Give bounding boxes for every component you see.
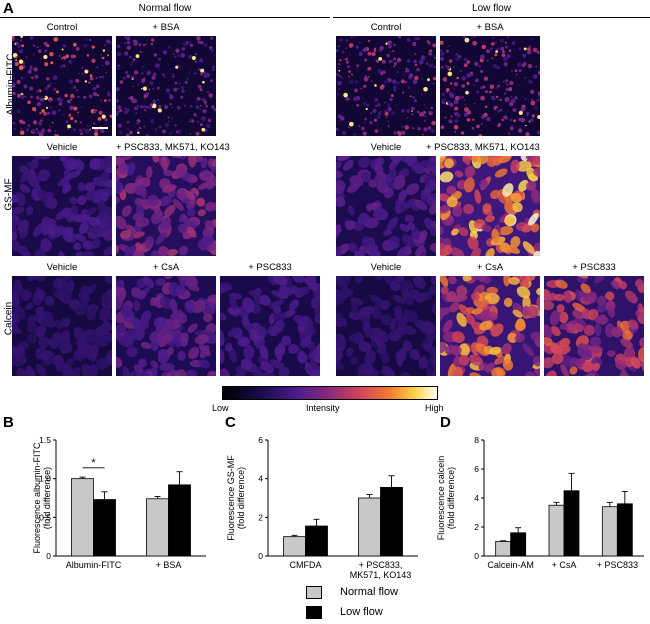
y-tick-label: 2 xyxy=(474,522,479,532)
x-tick-label: + CsA xyxy=(552,560,577,570)
cond-r1-n1: Control xyxy=(46,22,78,33)
cond-r3-n3: + PSC833 xyxy=(248,262,292,273)
legend-label-low: Low flow xyxy=(340,606,383,618)
cond-r1-l2: + BSA xyxy=(476,22,504,33)
scale-bar xyxy=(92,127,108,129)
bar-low xyxy=(616,503,633,557)
y-axis-label: Fluorescence calcein xyxy=(436,456,446,541)
x-tick-label: + PSC833, xyxy=(359,560,403,570)
y-axis-label-units: (fold difference) xyxy=(446,467,456,529)
bar-normal xyxy=(146,498,169,557)
y-axis-label-units: (fold difference) xyxy=(236,467,246,529)
x-tick-label: MK571, KO143 xyxy=(350,570,412,580)
micrograph-calcein-low-csa xyxy=(440,276,540,376)
y-tick-label: 1.5 xyxy=(39,435,51,445)
panel-label-a: A xyxy=(3,0,14,17)
significance-star: * xyxy=(91,457,96,469)
y-tick-label: 0.5 xyxy=(39,512,51,522)
cond-r3-n1: Vehicle xyxy=(46,262,78,273)
micrograph-albumin-normal-control xyxy=(12,36,112,136)
micrograph-albumin-low-bsa xyxy=(440,36,540,136)
y-tick-label: 6 xyxy=(258,435,263,445)
normal-flow-underline xyxy=(0,17,330,18)
bar-low xyxy=(380,486,403,557)
chart-d: 0 2 4 6 8 Fluorescence calcein (fold differenc… xyxy=(436,435,644,570)
micrograph-gsmf-low-inhibitors xyxy=(440,156,540,256)
y-axis-label: Fluorescence GS-MF xyxy=(226,455,236,541)
bar-low xyxy=(305,525,328,557)
micrograph-albumin-normal-bsa xyxy=(116,36,216,136)
bar-normal xyxy=(358,497,381,557)
micrograph-calcein-low-psc833 xyxy=(544,276,644,376)
cond-r2-l2: + PSC833, MK571, KO143 xyxy=(426,142,540,153)
low-flow-header: Low flow xyxy=(472,3,511,14)
bar-normal xyxy=(71,478,94,557)
bar-low xyxy=(510,532,527,557)
x-tick-label: CMFDA xyxy=(290,560,322,570)
legend-swatch-normal xyxy=(306,586,322,599)
bar-normal xyxy=(548,504,565,557)
cond-r2-l1: Vehicle xyxy=(370,142,402,153)
micrograph-albumin-low-control xyxy=(336,36,436,136)
cond-r3-n2: + CsA xyxy=(152,262,180,273)
y-tick-label: 1.0 xyxy=(39,474,51,484)
x-tick-label: + PSC833 xyxy=(597,560,638,570)
x-tick-label: Albumin-FITC xyxy=(66,560,122,570)
cond-r2-n1: Vehicle xyxy=(46,142,78,153)
micrograph-gsmf-normal-inhibitors xyxy=(116,156,216,256)
low-flow-underline xyxy=(333,17,650,18)
y-tick-label: 0 xyxy=(46,551,51,561)
y-tick-label: 8 xyxy=(474,435,479,445)
cond-r2-n2: + PSC833, MK571, KO143 xyxy=(116,142,230,153)
normal-flow-header: Normal flow xyxy=(138,3,192,14)
panel-label-d: D xyxy=(440,414,451,431)
y-axis-label: Fluorescence albumin-FITC xyxy=(32,442,42,554)
micrograph-calcein-low-vehicle xyxy=(336,276,436,376)
cond-r3-l2: + CsA xyxy=(476,262,504,273)
bar-low xyxy=(563,490,580,557)
micrograph-gsmf-low-vehicle xyxy=(336,156,436,256)
cond-r1-l1: Control xyxy=(370,22,402,33)
y-tick-label: 0 xyxy=(258,551,263,561)
micrograph-gsmf-normal-vehicle xyxy=(12,156,112,256)
bar-normal xyxy=(495,541,512,557)
bar-low xyxy=(93,499,116,557)
x-tick-label: + BSA xyxy=(156,560,182,570)
micrograph-calcein-normal-csa xyxy=(116,276,216,376)
micrograph-calcein-normal-psc833 xyxy=(220,276,320,376)
colorbar-high-label: High xyxy=(425,403,444,413)
y-tick-label: 0 xyxy=(474,551,479,561)
cond-r3-l1: Vehicle xyxy=(370,262,402,273)
intensity-colorbar xyxy=(222,386,438,400)
bar-low xyxy=(168,484,191,557)
y-tick-label: 6 xyxy=(474,464,479,474)
legend-label-normal: Normal flow xyxy=(340,586,399,598)
x-tick-label: Calcein-AM xyxy=(487,560,534,570)
colorbar-intensity-label: Intensity xyxy=(306,403,340,413)
legend-swatch-low xyxy=(306,606,322,619)
panel-label-c: C xyxy=(225,414,236,431)
y-axis-label-units: (fold difference) xyxy=(42,467,52,529)
bar-normal xyxy=(601,506,618,557)
cond-r1-n2: + BSA xyxy=(152,22,180,33)
colorbar-low-label: Low xyxy=(212,403,229,413)
bar-normal xyxy=(283,536,306,557)
panel-label-b: B xyxy=(3,414,14,431)
y-tick-label: 4 xyxy=(474,493,479,503)
y-tick-label: 4 xyxy=(258,474,263,484)
micrograph-calcein-normal-vehicle xyxy=(12,276,112,376)
y-tick-label: 2 xyxy=(258,512,263,522)
cond-r3-l3: + PSC833 xyxy=(572,262,616,273)
chart-c: 0 2 4 6 Fluorescence GS-MF (fold difference) C… xyxy=(226,435,418,580)
